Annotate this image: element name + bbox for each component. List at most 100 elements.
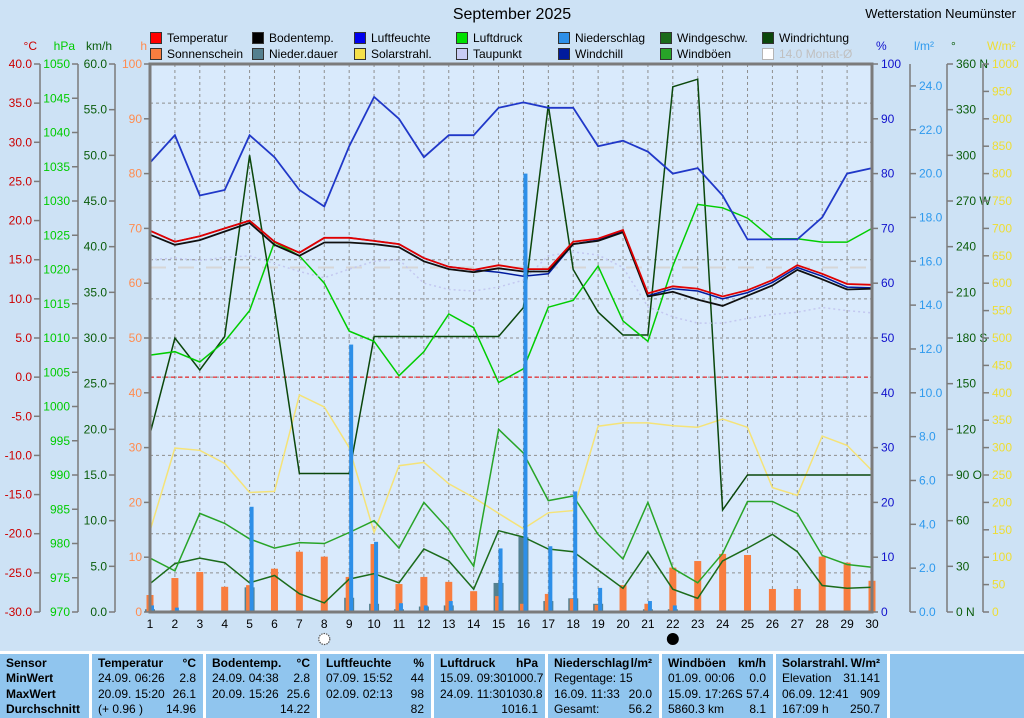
table-cell: 24.09. 06:26 2.8 <box>92 671 203 687</box>
axis-tick-label: 1015 <box>43 297 70 311</box>
axis-tick-label: 250 <box>992 468 1012 482</box>
series-windrichtung <box>149 78 872 513</box>
legend-item-niederschlag[interactable]: Niederschlag <box>558 31 660 45</box>
bar-niederschlag <box>672 605 677 612</box>
axis-tick-label: 0 N <box>956 605 975 619</box>
cell-value: 98 <box>410 686 424 701</box>
table-cell: 16.09. 11:33 20.0 <box>548 686 659 702</box>
bar-niederschlag <box>548 546 553 612</box>
axis-tick-label: 90 <box>881 112 895 126</box>
cell-text: Niederschlag <box>554 655 630 670</box>
legend-item-label: Luftfeuchte <box>371 31 431 45</box>
cell-text: 15.09. 09:30 <box>440 671 507 686</box>
axis-tick-label: 970 <box>50 605 70 619</box>
day-label: 21 <box>641 617 655 631</box>
legend-item-windrichtung[interactable]: Windrichtung <box>762 31 864 45</box>
series-bodentemp <box>149 221 873 307</box>
table-col-temperatur: Temperatur °C 24.09. 06:26 2.8 20.09. 15:20 2… <box>89 654 203 718</box>
cell-text: 24.09. 11:30 <box>440 686 506 701</box>
axis-tick-label: 1000 <box>992 57 1019 71</box>
axis-tick-label: 80 <box>129 167 143 181</box>
cell-value: 20.0 <box>628 686 652 701</box>
axis-unit-label: l/m² <box>914 39 934 53</box>
cell-text: MinWert <box>6 671 54 686</box>
cell-text: MaxWert <box>6 686 56 701</box>
axis-tick-label: 180 S <box>956 331 987 345</box>
table-cell: Luftdruck hPa <box>434 655 545 671</box>
legend-item-luftdruck[interactable]: Luftdruck <box>456 31 558 45</box>
bar-niederschlag <box>174 607 179 612</box>
table-cell: 20.09. 15:26 25.6 <box>206 686 317 702</box>
axis-tick-label: 60.0 <box>84 57 108 71</box>
day-label: 7 <box>296 617 303 631</box>
table-cell: MinWert <box>0 671 89 687</box>
legend-item-solarstrahl-[interactable]: Solarstrahl. <box>354 47 456 61</box>
axis-tick-label: 30 <box>881 441 895 455</box>
line-temperatur <box>149 219 873 298</box>
axis-tick-label: 2.0 <box>919 561 936 575</box>
cell-value: °C <box>182 655 196 670</box>
cell-text: 20.09. 15:26 <box>212 686 279 701</box>
line-luftdruck <box>149 203 873 384</box>
day-label: 16 <box>517 617 531 631</box>
axis-tick-label: 750 <box>992 194 1012 208</box>
day-label: 6 <box>271 617 278 631</box>
legend-item-bodentemp-[interactable]: Bodentemp. <box>252 31 354 45</box>
legend-item-windchill[interactable]: Windchill <box>558 47 660 61</box>
day-label: 10 <box>367 617 381 631</box>
bar-niederschlag <box>573 491 578 612</box>
legend-swatch-icon <box>150 32 162 44</box>
axis-tick-label: 14.0 <box>919 298 943 312</box>
cell-value: W/m² <box>850 655 880 670</box>
line-luftfeuchte <box>149 95 873 241</box>
axis-tick-label: 30.0 <box>84 331 108 345</box>
legend-item-14-0-monat-[interactable]: 14.0 Monat-Ø <box>762 47 864 61</box>
axis-tick-label: 0.0 <box>90 605 107 619</box>
axis-tick-label: 1045 <box>43 91 70 105</box>
series-luftfeuchte <box>149 95 873 241</box>
axis-tick-label: 50 <box>992 578 1006 592</box>
axis-tick-label: 150 <box>992 523 1012 537</box>
legend-item-windb-en[interactable]: Windböen <box>660 47 762 61</box>
cell-text: Solarstrahl. <box>782 655 849 670</box>
legend-item-label: Temperatur <box>167 31 228 45</box>
axis-tick-label: 18.0 <box>919 210 943 224</box>
axis-°C: °C 40.0 35.0 30.0 25.0 20.0 15.0 10.0 5.0 0.0 -5.0… <box>5 39 41 619</box>
axis-unit-label: °C <box>24 39 38 53</box>
axis-tick-label: 8.0 <box>919 430 936 444</box>
cell-value: 26.1 <box>172 686 196 701</box>
legend-swatch-icon <box>252 32 264 44</box>
axis-unit-label: % <box>876 39 887 53</box>
axis-tick-label: 0 <box>881 605 888 619</box>
axis-tick-label: 330 <box>956 103 976 117</box>
axis-tick-label: 45.0 <box>84 194 108 208</box>
cell-text: Temperatur <box>98 655 164 670</box>
legend-item-nieder-dauer[interactable]: Nieder.dauer <box>252 47 354 61</box>
page-title: September 2025 <box>452 6 572 23</box>
cell-value: 56.2 <box>628 702 652 717</box>
full-moon-icon <box>318 632 331 646</box>
legend-item-windgeschw-[interactable]: Windgeschw. <box>660 31 762 45</box>
cell-value: 31.141 <box>843 671 880 686</box>
axis-unit-label: ° <box>951 39 956 53</box>
cell-value: 8.1 <box>749 702 766 717</box>
table-col-sensor: Sensor MinWert MaxWert Durchschnitt <box>0 654 89 718</box>
axis-tick-label: 10.0 <box>84 514 108 528</box>
axis-tick-label: 600 <box>992 276 1012 290</box>
legend-item-taupunkt[interactable]: Taupunkt <box>456 47 558 61</box>
legend-item-label: Windgeschw. <box>677 31 748 45</box>
legend-item-temperatur[interactable]: Temperatur <box>150 31 252 45</box>
axis-tick-label: 100 <box>992 550 1012 564</box>
table-cell: 06.09. 12:41 909 <box>776 686 887 702</box>
legend-swatch-icon <box>456 32 468 44</box>
bar-niederschlag <box>498 548 503 612</box>
legend-item-luftfeuchte[interactable]: Luftfeuchte <box>354 31 456 45</box>
axis-tick-label: 900 <box>992 112 1012 126</box>
axis-tick-label: 20 <box>129 495 143 509</box>
axis-tick-label: 12.0 <box>919 342 943 356</box>
cell-value: 2.8 <box>293 671 310 686</box>
axis-tick-label: 40 <box>129 386 143 400</box>
legend-item-sonnenschein[interactable]: Sonnenschein <box>150 47 252 61</box>
axis-tick-label: 15.0 <box>84 468 108 482</box>
axis-tick-label: 10.0 <box>919 386 943 400</box>
